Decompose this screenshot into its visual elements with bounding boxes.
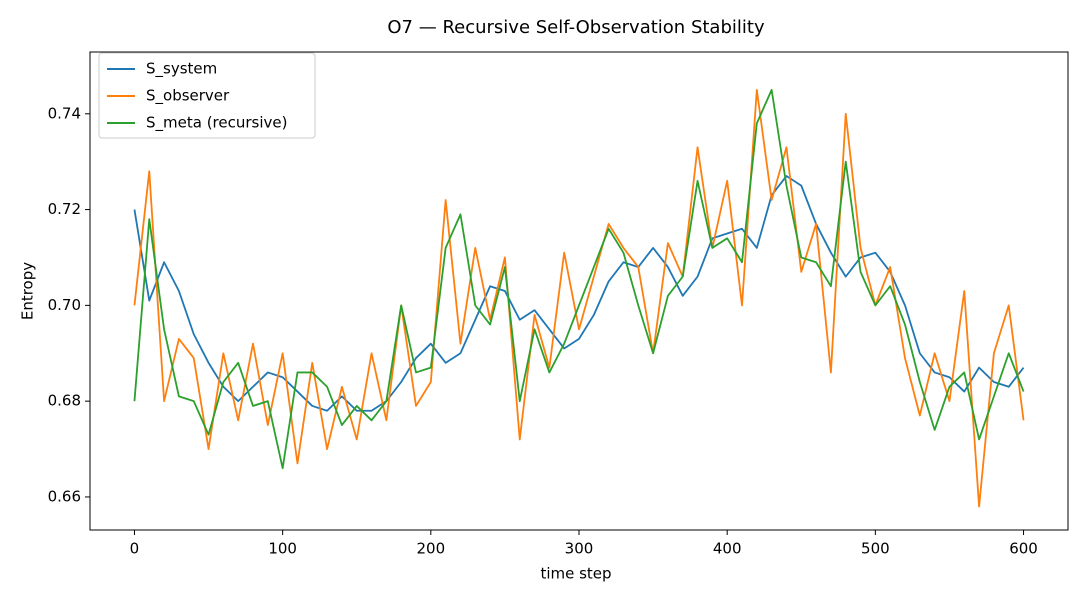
x-tick-label: 300	[565, 540, 594, 558]
y-tick-label: 0.66	[48, 487, 81, 505]
legend-label: S_system	[146, 60, 217, 79]
chart-title: O7 — Recursive Self-Observation Stabilit…	[387, 17, 765, 38]
x-tick-label: 600	[1009, 540, 1038, 558]
x-tick-label: 500	[861, 540, 890, 558]
legend-label: S_observer	[146, 87, 230, 106]
y-tick-label: 0.68	[48, 392, 81, 410]
series-line	[133, 88, 1025, 470]
legend-label: S_meta (recursive)	[146, 114, 287, 133]
series-line	[133, 88, 1025, 508]
y-tick-label: 0.72	[48, 200, 81, 218]
x-axis-label: time step	[540, 565, 611, 583]
x-tick-label: 0	[130, 540, 140, 558]
x-tick-label: 200	[416, 540, 445, 558]
legend-box	[98, 52, 316, 139]
y-tick-label: 0.74	[48, 104, 81, 122]
series-line	[133, 175, 1025, 412]
x-tick-label: 400	[713, 540, 742, 558]
y-tick-label: 0.70	[48, 296, 81, 314]
plot-frame	[89, 51, 1069, 531]
x-tick-label: 100	[268, 540, 297, 558]
y-axis-label: Entropy	[19, 262, 37, 320]
